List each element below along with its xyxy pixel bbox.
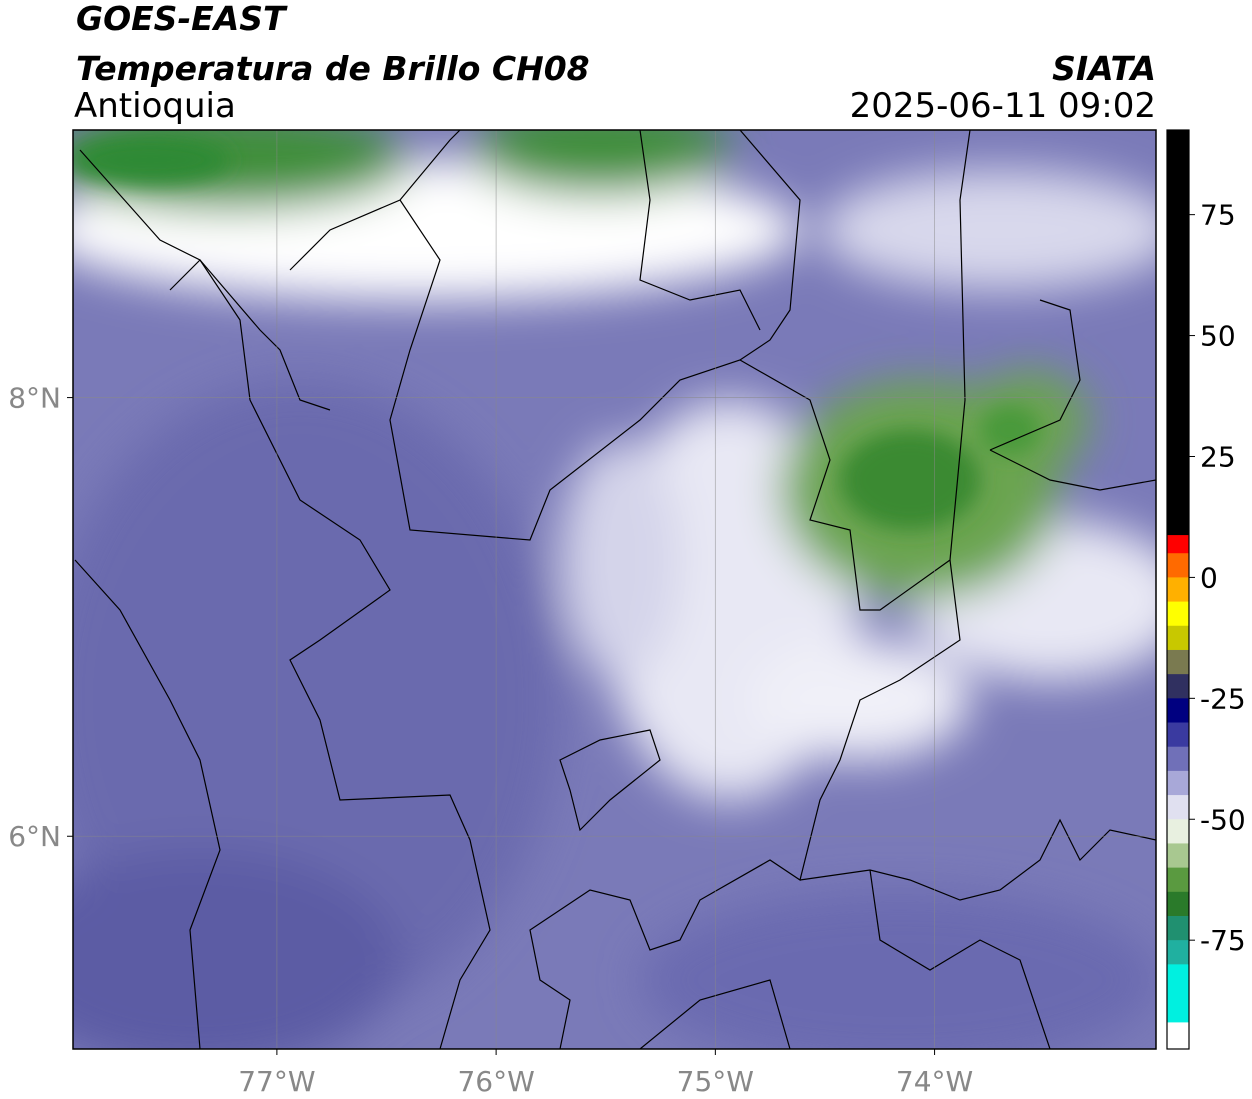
colorbar-segment bbox=[1167, 843, 1189, 869]
colorbar-tick-label: -50 bbox=[1200, 803, 1246, 836]
x-tick-label: 74°W bbox=[896, 1065, 973, 1098]
colorbar-segment bbox=[1167, 674, 1189, 699]
colorbar-tick-label: -75 bbox=[1200, 924, 1246, 957]
borders bbox=[74, 130, 1156, 1049]
y-tick-label: 6°N bbox=[8, 820, 61, 853]
colorbar-segment bbox=[1167, 891, 1189, 917]
colorbar-segment bbox=[1167, 746, 1189, 772]
colorbar-segment bbox=[1167, 649, 1189, 675]
cloud-field bbox=[73, 130, 1156, 1049]
colorbar-segment bbox=[1167, 553, 1189, 578]
colorbar-segment bbox=[1167, 940, 1189, 965]
colorbar-segment bbox=[1167, 1022, 1189, 1050]
map-frame bbox=[72, 129, 1157, 1050]
datetime: 2025-06-11 09:02 bbox=[850, 86, 1156, 126]
colorbar-segment bbox=[1167, 964, 1189, 1023]
colorbar-segment bbox=[1167, 535, 1189, 554]
region: Antioquia bbox=[74, 86, 236, 126]
title: GOES-EAST bbox=[76, 0, 288, 38]
y-tick-label: 8°N bbox=[8, 382, 61, 415]
subtitle: Temperatura de Brillo CH08 bbox=[76, 49, 590, 88]
x-tick-label: 76°W bbox=[457, 1065, 534, 1098]
source: SIATA bbox=[1052, 49, 1156, 88]
x-tick-label: 75°W bbox=[677, 1065, 754, 1098]
map-image bbox=[73, 130, 1156, 1049]
colorbar-segment bbox=[1167, 867, 1189, 893]
colorbar-segment bbox=[1167, 130, 1189, 536]
colorbar-segment bbox=[1167, 577, 1189, 603]
colorbar-segment bbox=[1167, 625, 1189, 651]
colorbar-segment bbox=[1167, 698, 1189, 724]
grid bbox=[73, 130, 1156, 1049]
colorbar-tick-label: 75 bbox=[1200, 199, 1236, 232]
colorbar-segment bbox=[1167, 915, 1189, 941]
colorbar-segment bbox=[1167, 601, 1189, 627]
colorbar-segment bbox=[1167, 722, 1189, 748]
colorbar-tick-label: 25 bbox=[1200, 440, 1236, 473]
colorbar-tick-label: 0 bbox=[1200, 561, 1218, 594]
colorbar-tick-label: 50 bbox=[1200, 320, 1236, 353]
colorbar-segment bbox=[1167, 795, 1189, 820]
colorbar-frame bbox=[1166, 129, 1190, 1050]
colorbar-segment bbox=[1167, 770, 1189, 796]
colorbar-tick-label: -25 bbox=[1200, 682, 1246, 715]
colorbar-segment bbox=[1167, 819, 1189, 844]
x-tick-label: 77°W bbox=[238, 1065, 315, 1098]
colorbar bbox=[1167, 130, 1189, 1050]
